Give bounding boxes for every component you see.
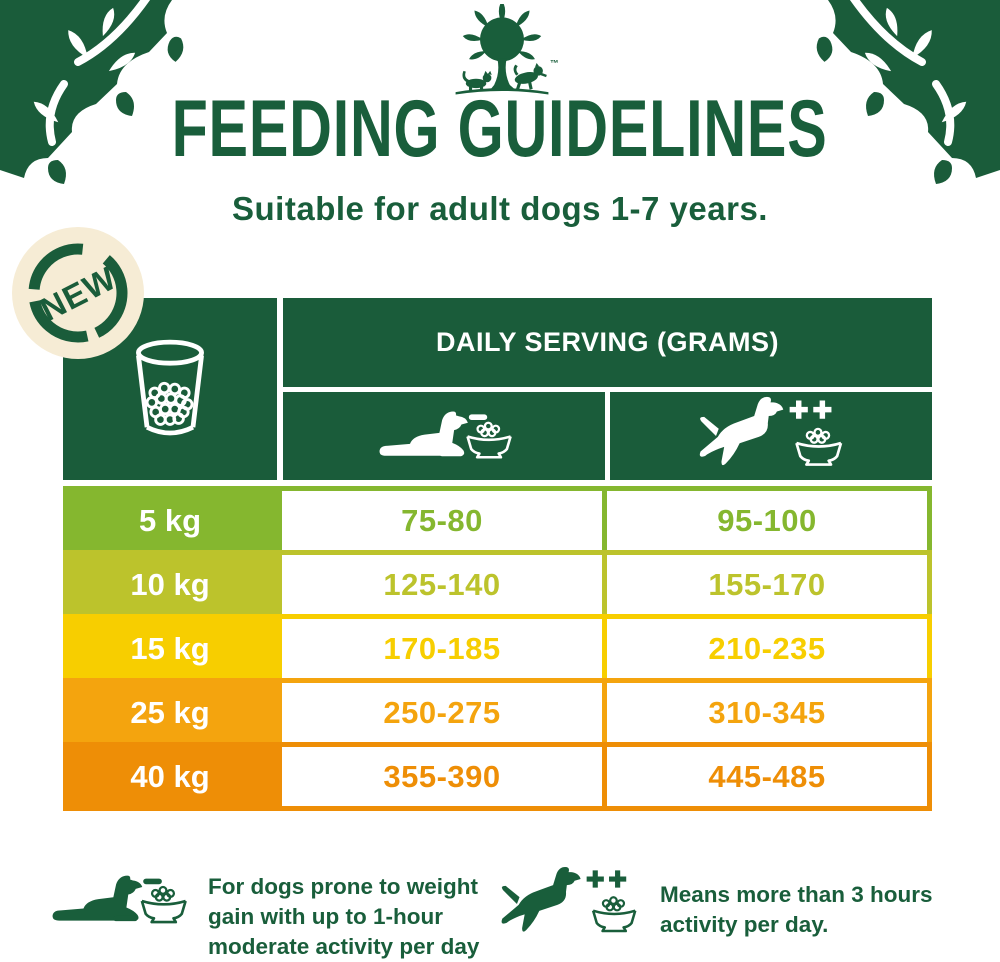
- weight-label-cell: 40 kg: [63, 742, 277, 811]
- lying-dog-minus-bowl-icon: [375, 408, 513, 465]
- page-title: FEEDING GUIDELINES: [172, 82, 828, 174]
- low-activity-serving-cell: 125-140: [277, 550, 607, 619]
- high-activity-column-header: [610, 392, 932, 480]
- feeding-table: DAILY SERVING (GRAMS) 5 kg 75-80 95-100 …: [63, 298, 932, 811]
- high-activity-serving-cell: 95-100: [602, 486, 932, 555]
- high-activity-serving-cell: 310-345: [602, 678, 932, 747]
- high-activity-serving-cell: 210-235: [602, 614, 932, 683]
- high-activity-serving-cell: 445-485: [602, 742, 932, 811]
- table-row: 5 kg 75-80 95-100: [63, 486, 932, 555]
- weight-label-cell: 25 kg: [63, 678, 277, 747]
- measuring-cup-icon: [136, 339, 204, 436]
- high-activity-serving-cell: 155-170: [602, 550, 932, 619]
- low-activity-column-header: [283, 392, 605, 480]
- legend-high-activity: Means more than 3 hours activity per day…: [498, 866, 970, 942]
- low-activity-serving-cell: 170-185: [277, 614, 607, 683]
- weight-label-cell: 10 kg: [63, 550, 277, 619]
- legend-high-activity-text: Means more than 3 hours activity per day…: [660, 882, 933, 937]
- legend-low-activity-text: For dogs prone to weight gain with up to…: [208, 874, 480, 959]
- table-row: 40 kg 355-390 445-485: [63, 742, 932, 811]
- legend-low-activity: For dogs prone to weight gain with up to…: [48, 872, 518, 962]
- weight-label-cell: 5 kg: [63, 486, 277, 555]
- table-header: DAILY SERVING (GRAMS): [63, 298, 932, 480]
- tree-paw-cat-dog-logo-icon: ™: [455, 4, 559, 95]
- low-activity-serving-cell: 250-275: [277, 678, 607, 747]
- table-rows: 5 kg 75-80 95-100 10 kg 125-140 155-170 …: [63, 486, 932, 811]
- lying-dog-minus-bowl-icon: [48, 872, 188, 930]
- new-badge: NEW: [12, 227, 144, 359]
- low-activity-serving-cell: 75-80: [277, 486, 607, 555]
- jumping-dog-plus-plus-bowl-icon: [498, 866, 640, 942]
- low-activity-serving-cell: 355-390: [277, 742, 607, 811]
- trademark-symbol: ™: [550, 58, 559, 68]
- page-subtitle: Suitable for adult dogs 1-7 years.: [232, 190, 768, 227]
- weight-label-cell: 15 kg: [63, 614, 277, 683]
- daily-serving-header: DAILY SERVING (GRAMS): [283, 298, 932, 387]
- table-row: 25 kg 250-275 310-345: [63, 678, 932, 747]
- jumping-dog-plus-plus-bowl-icon: [696, 396, 846, 476]
- table-row: 15 kg 170-185 210-235: [63, 614, 932, 683]
- table-row: 10 kg 125-140 155-170: [63, 550, 932, 619]
